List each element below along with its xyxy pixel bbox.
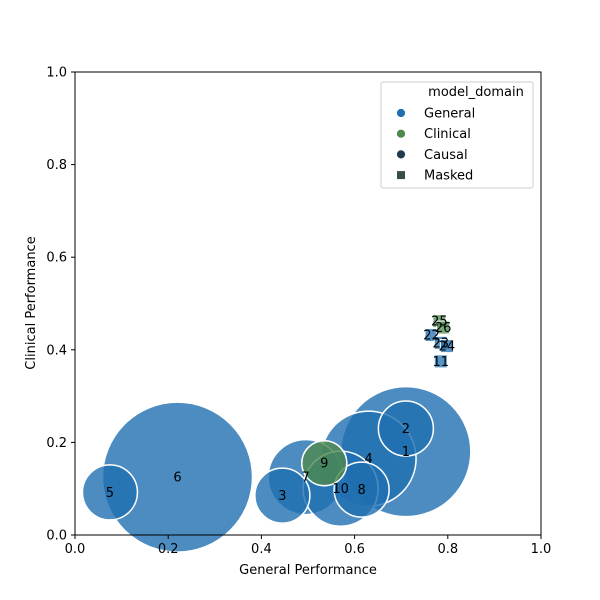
x-tick-label: 0.2 <box>158 542 179 557</box>
point-label: 25 <box>431 315 448 330</box>
legend-marker <box>397 171 405 180</box>
point-label: 7 <box>302 471 310 486</box>
point-label: 2 <box>402 422 410 437</box>
y-tick-label: 0.0 <box>46 529 67 544</box>
x-tick-label: 0.4 <box>251 542 272 557</box>
data-point <box>439 339 454 354</box>
legend: model_domain General Clinical Causal Masked <box>380 81 534 189</box>
point-label: 1 <box>402 445 410 460</box>
y-axis-label: Clinical Performance <box>24 236 39 369</box>
legend-label: Clinical <box>424 127 471 142</box>
plot-frame <box>74 71 542 536</box>
x-tick-label: 0.8 <box>437 542 458 557</box>
data-point <box>301 439 348 487</box>
x-axis-label: General Performance <box>239 563 377 578</box>
point-label: 6 <box>173 471 181 486</box>
legend-box <box>380 81 534 189</box>
point-label: 4 <box>364 452 372 467</box>
x-tick-label: 0.6 <box>344 542 365 557</box>
x-axis-ticks: 0.0 0.2 0.4 0.6 0.8 1.0 <box>65 535 552 557</box>
point-label: 26 <box>435 321 452 336</box>
point-label: 9 <box>320 457 328 472</box>
y-tick-label: 0.2 <box>46 436 67 451</box>
y-tick-label: 0.6 <box>46 251 67 266</box>
legend-marker <box>396 149 406 160</box>
data-point <box>433 354 448 369</box>
data-point <box>254 467 311 524</box>
y-axis-ticks: 0.0 0.2 0.4 0.6 0.8 1.0 <box>46 66 75 544</box>
y-tick-label: 0.8 <box>46 158 67 173</box>
legend-marker <box>396 128 406 139</box>
point-label: 23 <box>433 336 450 351</box>
point-label: 11 <box>433 355 450 370</box>
legend-label: General <box>424 107 475 122</box>
points-layer <box>81 314 472 553</box>
data-point <box>333 461 390 518</box>
point-label: 24 <box>439 340 456 355</box>
point-label: 3 <box>278 489 286 504</box>
point-label: 8 <box>357 483 365 498</box>
legend-label: Causal <box>424 148 468 163</box>
legend-title: model_domain <box>428 85 524 100</box>
point-label: 10 <box>332 482 349 497</box>
x-tick-label: 0.0 <box>65 542 86 557</box>
data-point <box>81 464 139 521</box>
legend-marker <box>396 108 406 118</box>
data-point <box>377 400 435 457</box>
y-tick-label: 1.0 <box>46 66 67 81</box>
point-label: 22 <box>423 328 440 343</box>
point-label: 5 <box>106 486 114 501</box>
data-point <box>436 320 451 335</box>
legend-label: Masked <box>424 169 473 184</box>
x-tick-label: 1.0 <box>531 542 552 557</box>
legend-entries: General Clinical Causal Masked <box>396 107 475 184</box>
y-tick-label: 0.4 <box>46 343 67 358</box>
